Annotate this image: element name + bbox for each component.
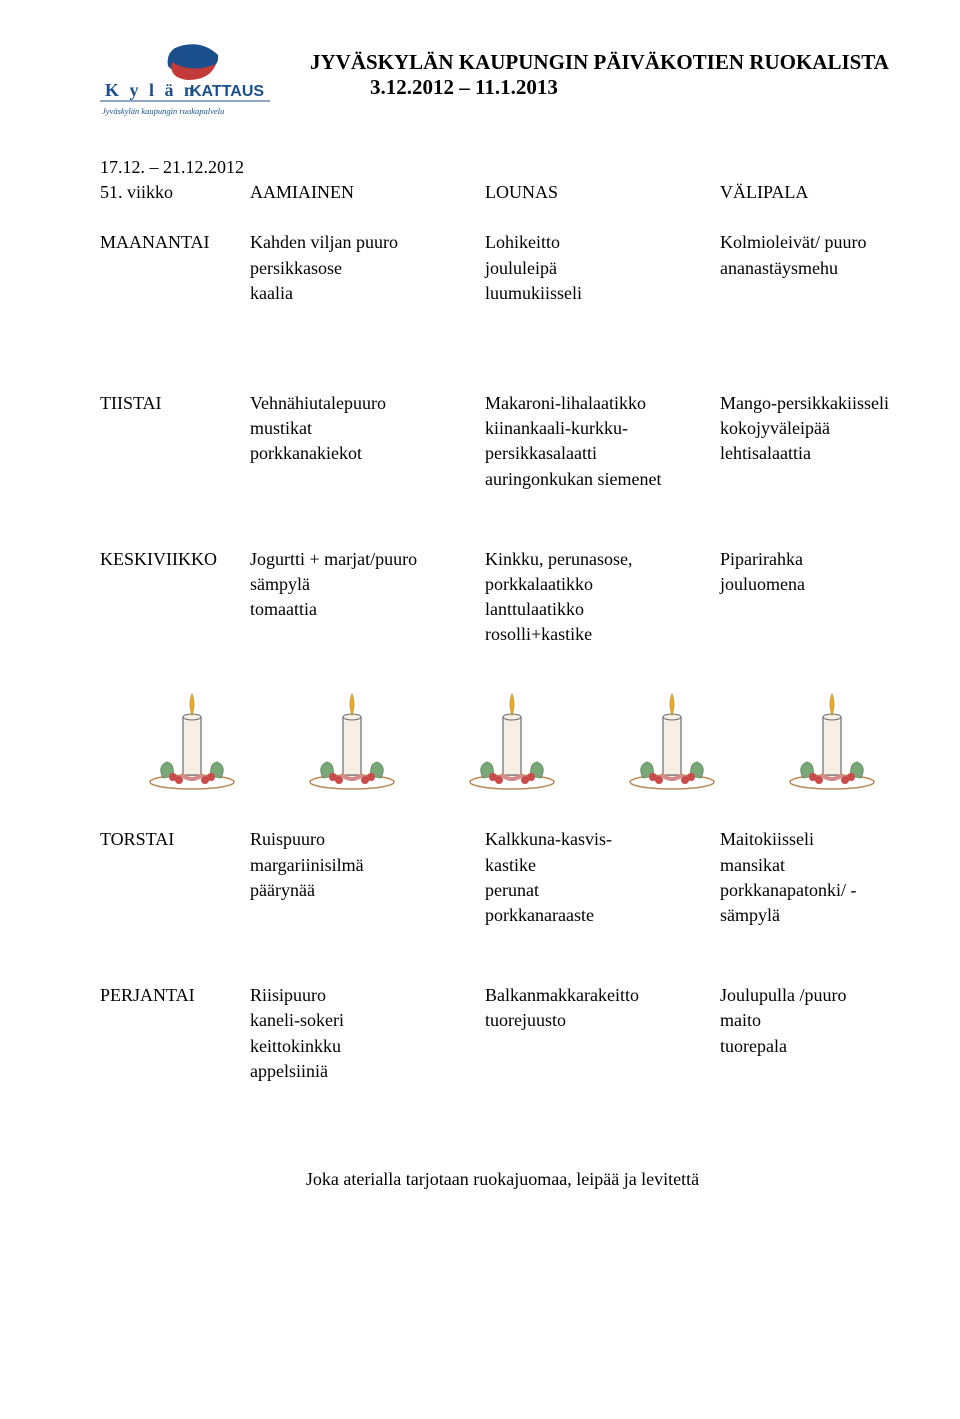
cell: Kahden viljan puuro bbox=[250, 230, 485, 255]
logo: K y l ä n KATTAUS Jyväskylän kaupungin r… bbox=[100, 40, 270, 120]
svg-text:KATTAUS: KATTAUS bbox=[190, 83, 264, 100]
cell: Balkanmakkarakeitto bbox=[485, 983, 720, 1008]
cell: porkkanapatonki/ -sämpylä bbox=[720, 878, 905, 928]
title-line-1: JYVÄSKYLÄN KAUPUNGIN PÄIVÄKOTIEN RUOKALI… bbox=[310, 50, 889, 75]
cell: persikkasalaatti bbox=[485, 441, 720, 466]
candle-icon bbox=[135, 682, 250, 792]
svg-text:K y l ä n: K y l ä n bbox=[105, 80, 197, 100]
cell: margariinisilmä bbox=[250, 853, 485, 878]
cell: porkkalaatikko bbox=[485, 572, 720, 597]
cell: Piparirahka bbox=[720, 547, 905, 572]
cell: Vehnähiutalepuuro bbox=[250, 391, 485, 416]
candle-icon bbox=[775, 682, 890, 792]
cell: joululeipä bbox=[485, 256, 720, 281]
cell: Riisipuuro bbox=[250, 983, 485, 1008]
cell: Makaroni-lihalaatikko bbox=[485, 391, 720, 416]
header: K y l ä n KATTAUS Jyväskylän kaupungin r… bbox=[100, 40, 905, 120]
cell: rosolli+kastike bbox=[485, 622, 720, 647]
cell: Lohikeitto bbox=[485, 230, 720, 255]
cell: tomaattia bbox=[250, 597, 485, 622]
cell: tuorejuusto bbox=[485, 1008, 720, 1033]
day-label: PERJANTAI bbox=[100, 983, 250, 1008]
cell: mustikat bbox=[250, 416, 485, 441]
row-monday: MAANANTAI Kahden viljan puuro persikkaso… bbox=[100, 230, 905, 306]
cell: persikkasose bbox=[250, 256, 485, 281]
col-header-lunch: LOUNAS bbox=[485, 180, 720, 205]
cell: ananastäysmehu bbox=[720, 256, 905, 281]
cell: Kolmioleivät/ puuro bbox=[720, 230, 905, 255]
col-header-snack: VÄLIPALA bbox=[720, 180, 905, 205]
content: 17.12. – 21.12.2012 51. viikko AAMIAINEN… bbox=[100, 155, 905, 1190]
title-block: JYVÄSKYLÄN KAUPUNGIN PÄIVÄKOTIEN RUOKALI… bbox=[270, 40, 889, 100]
date-range: 17.12. – 21.12.2012 bbox=[100, 155, 905, 180]
cell: päärynää bbox=[250, 878, 485, 903]
svg-text:Jyväskylän kaupungin ruokapalv: Jyväskylän kaupungin ruokapalvelu bbox=[102, 106, 224, 116]
cell: maito bbox=[720, 1008, 905, 1033]
logo-svg: K y l ä n KATTAUS Jyväskylän kaupungin r… bbox=[100, 40, 270, 120]
row-wednesday: KESKIVIIKKO Jogurtti + marjat/puuro sämp… bbox=[100, 547, 905, 648]
cell: porkkanakiekot bbox=[250, 441, 485, 466]
cell: appelsiiniä bbox=[250, 1059, 485, 1084]
cell: sämpylä bbox=[250, 572, 485, 597]
cell: Mango-persikkakiisseli bbox=[720, 391, 905, 416]
candle-icon bbox=[455, 682, 570, 792]
row-tuesday: TIISTAI Vehnähiutalepuuro mustikat porkk… bbox=[100, 391, 905, 492]
week-label: 51. viikko bbox=[100, 180, 250, 205]
cell: Maitokiisseli bbox=[720, 827, 905, 852]
title-line-2: 3.12.2012 – 11.1.2013 bbox=[310, 75, 889, 100]
day-label: TIISTAI bbox=[100, 391, 250, 416]
row-friday: PERJANTAI Riisipuuro kaneli-sokeri keitt… bbox=[100, 983, 905, 1084]
cell: porkkanaraaste bbox=[485, 903, 720, 928]
cell: kastike bbox=[485, 853, 720, 878]
cell: Jogurtti + marjat/puuro bbox=[250, 547, 485, 572]
cell: kaneli-sokeri bbox=[250, 1008, 485, 1033]
header-row: 51. viikko AAMIAINEN LOUNAS VÄLIPALA bbox=[100, 180, 905, 205]
cell: jouluomena bbox=[720, 572, 905, 597]
cell: Kalkkuna-kasvis- bbox=[485, 827, 720, 852]
col-header-breakfast: AAMIAINEN bbox=[250, 180, 485, 205]
cell: luumukiisseli bbox=[485, 281, 720, 306]
cell: keittokinkku bbox=[250, 1034, 485, 1059]
cell: mansikat bbox=[720, 853, 905, 878]
cell: kiinankaali-kurkku- bbox=[485, 416, 720, 441]
candle-row bbox=[100, 682, 905, 792]
cell: perunat bbox=[485, 878, 720, 903]
cell: lanttulaatikko bbox=[485, 597, 720, 622]
day-label: TORSTAI bbox=[100, 827, 250, 852]
footer-text: Joka aterialla tarjotaan ruokajuomaa, le… bbox=[100, 1169, 905, 1190]
cell: kokojyväleipää bbox=[720, 416, 905, 441]
cell: lehtisalaattia bbox=[720, 441, 905, 466]
cell: Joulupulla /puuro bbox=[720, 983, 905, 1008]
cell: tuorepala bbox=[720, 1034, 905, 1059]
row-thursday: TORSTAI Ruispuuro margariinisilmä pääryn… bbox=[100, 827, 905, 928]
day-label: KESKIVIIKKO bbox=[100, 547, 250, 572]
candle-icon bbox=[615, 682, 730, 792]
cell: auringonkukan siemenet bbox=[485, 467, 720, 492]
candle-icon bbox=[295, 682, 410, 792]
cell: kaalia bbox=[250, 281, 485, 306]
cell: Kinkku, perunasose, bbox=[485, 547, 720, 572]
day-label: MAANANTAI bbox=[100, 230, 250, 255]
cell: Ruispuuro bbox=[250, 827, 485, 852]
